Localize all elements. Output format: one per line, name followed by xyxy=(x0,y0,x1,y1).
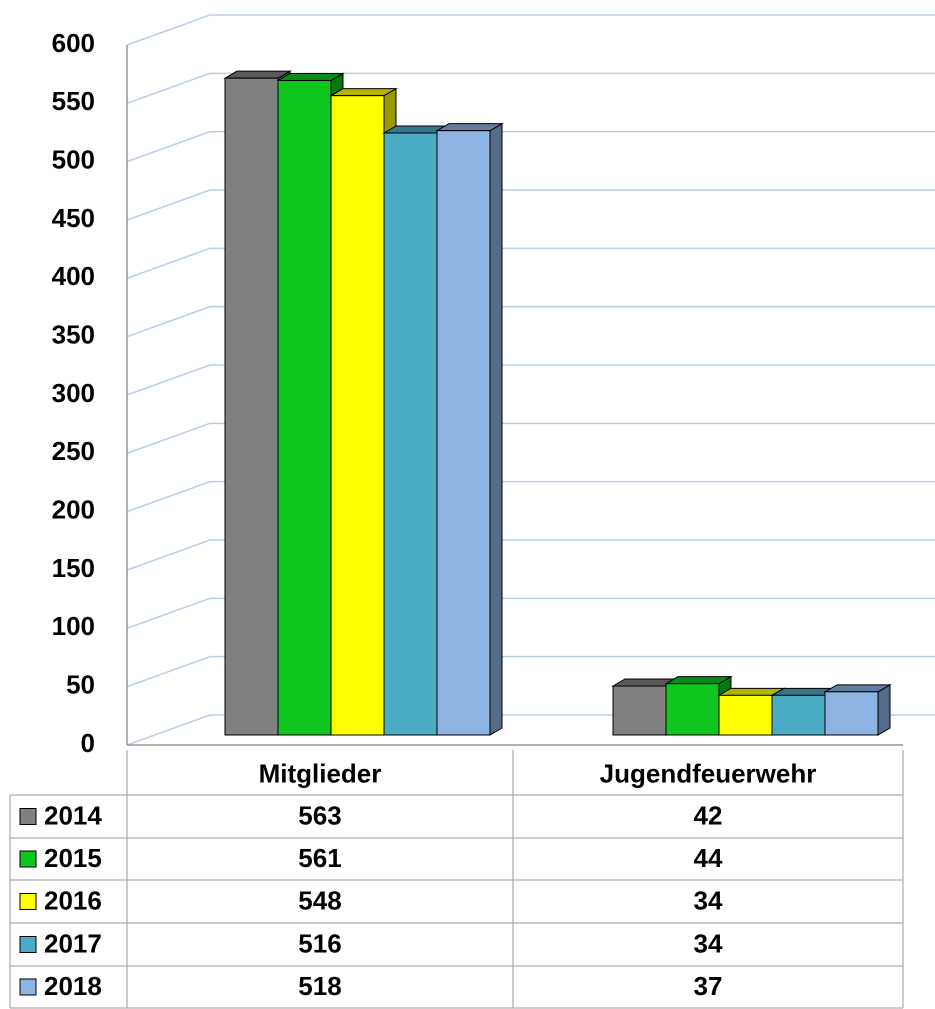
y-tick-label: 50 xyxy=(66,670,95,700)
bar xyxy=(330,95,385,736)
grid-line xyxy=(126,14,935,46)
legend-key xyxy=(19,850,37,868)
table-value: 548 xyxy=(298,885,341,915)
y-tick-label: 250 xyxy=(52,436,95,466)
bar xyxy=(277,80,332,736)
y-tick-label: 0 xyxy=(81,728,95,758)
y-tick-label: 150 xyxy=(52,553,95,583)
grid-line xyxy=(126,480,935,513)
grid-line xyxy=(126,130,935,163)
y-tick-label: 450 xyxy=(52,203,95,233)
grid-line xyxy=(126,189,935,221)
legend-key xyxy=(19,808,37,825)
x-tick-label: Jugendfeuerwehr xyxy=(600,758,817,788)
table-value: 44 xyxy=(694,843,723,873)
grid-line xyxy=(126,247,935,280)
table-value: 516 xyxy=(298,928,341,958)
legend-label: 2015 xyxy=(44,843,102,873)
bar xyxy=(824,691,879,736)
legend-key xyxy=(19,936,37,953)
bar xyxy=(612,685,667,736)
bar-top xyxy=(276,73,345,81)
y-tick-label: 350 xyxy=(52,320,95,350)
bar-side xyxy=(489,122,503,736)
bar xyxy=(665,683,720,736)
bar xyxy=(224,77,279,736)
y-tick-label: 200 xyxy=(52,495,95,525)
legend-label: 2018 xyxy=(44,971,102,1001)
bar-side xyxy=(877,683,891,736)
bar-top xyxy=(435,123,504,132)
grid-line xyxy=(126,72,935,105)
bar-top xyxy=(329,88,398,97)
y-tick-label: 500 xyxy=(52,145,95,175)
table-value: 34 xyxy=(694,885,723,915)
legend-label: 2014 xyxy=(44,800,102,830)
table-value: 563 xyxy=(298,800,341,830)
legend-key xyxy=(19,978,37,996)
table-value: 34 xyxy=(694,928,723,958)
bar-top xyxy=(223,70,292,79)
grid-line xyxy=(126,597,935,630)
grid-line xyxy=(126,539,935,571)
legend-label: 2017 xyxy=(44,928,102,958)
grid-line xyxy=(126,305,935,338)
y-tick-label: 100 xyxy=(52,611,95,641)
table-value: 518 xyxy=(298,971,341,1001)
bar xyxy=(436,130,491,736)
bar xyxy=(383,132,438,736)
grid-line xyxy=(126,364,935,396)
grid-line xyxy=(126,655,935,688)
y-tick-label: 400 xyxy=(52,261,95,291)
bar-top xyxy=(664,676,733,685)
table-value: 42 xyxy=(694,800,723,830)
legend-label: 2016 xyxy=(44,885,102,915)
bar xyxy=(718,694,773,736)
grid-line xyxy=(126,422,935,455)
y-tick-label: 600 xyxy=(52,28,95,58)
bar-top xyxy=(823,684,892,693)
legend-key xyxy=(19,893,37,910)
bar xyxy=(771,694,826,736)
table-value: 37 xyxy=(694,971,723,1001)
table-value: 561 xyxy=(298,843,341,873)
y-tick-label: 300 xyxy=(52,378,95,408)
x-tick-label: Mitglieder xyxy=(259,758,382,788)
y-tick-label: 550 xyxy=(52,86,95,116)
